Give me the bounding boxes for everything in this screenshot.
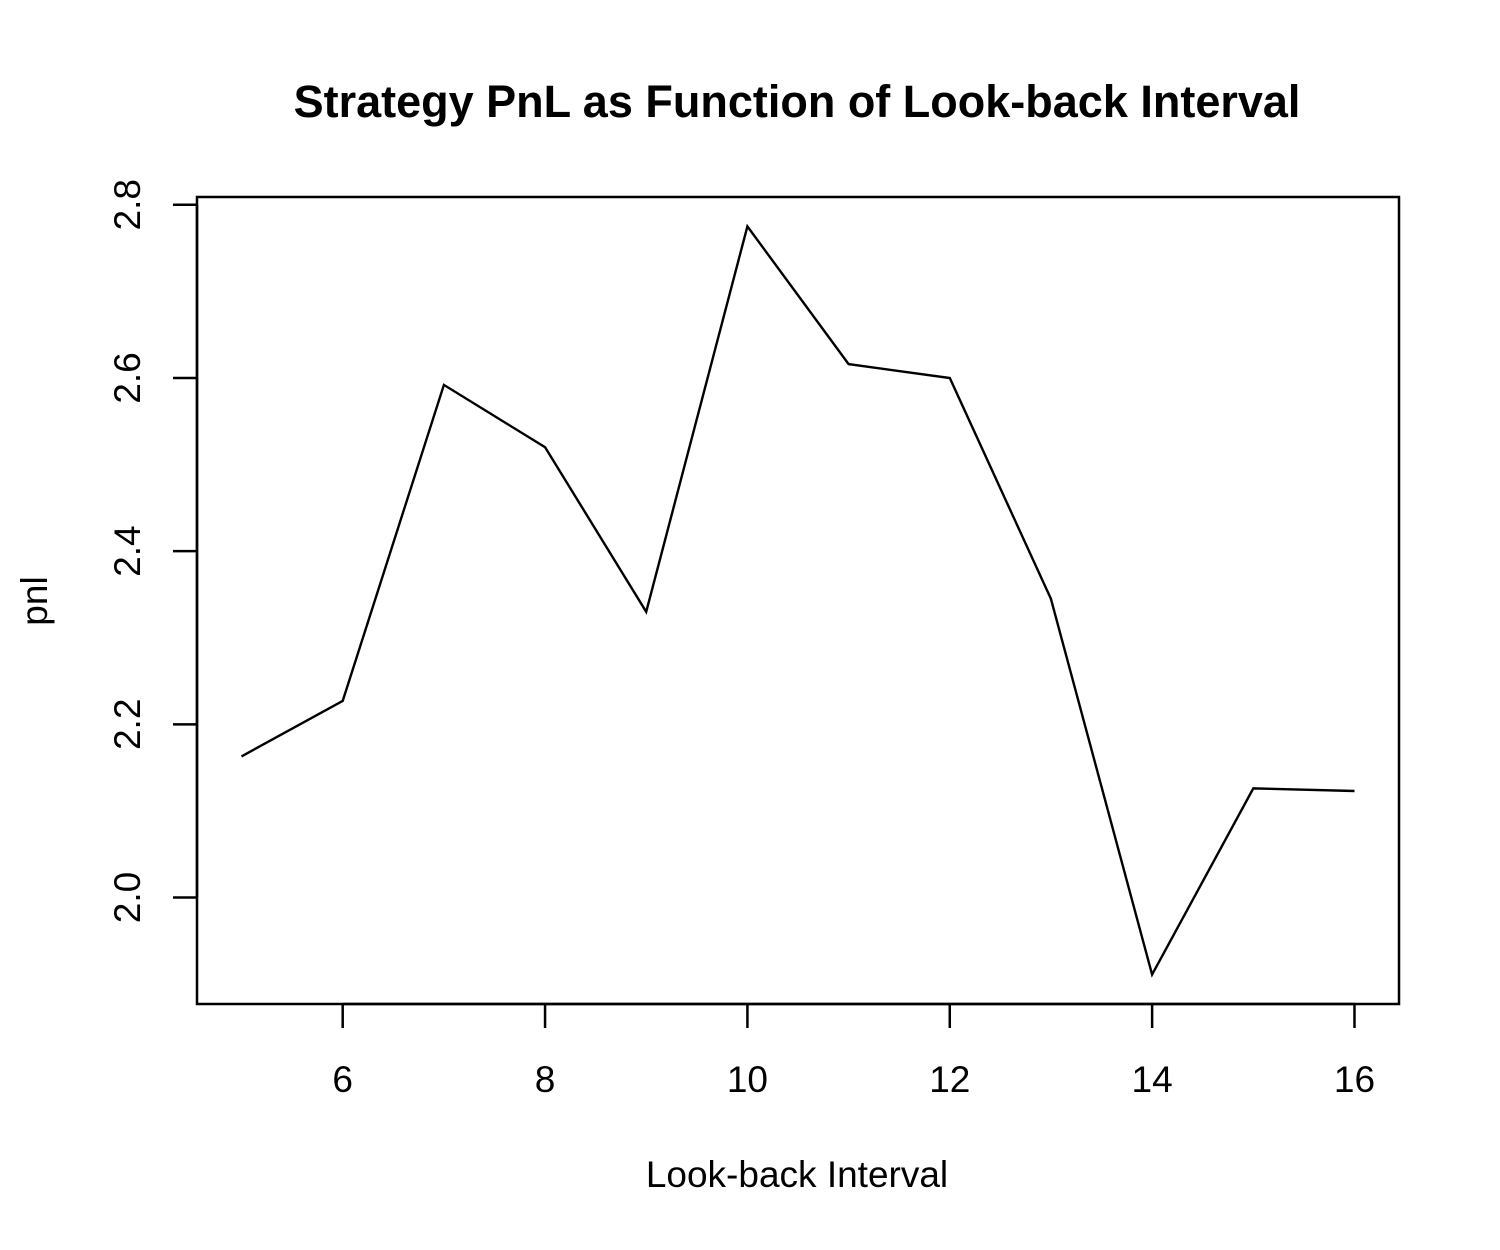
y-tick-label-2.0: 2.0: [107, 872, 148, 923]
series-line-0: [240, 223, 1355, 978]
x-tick-label-10: 10: [727, 1059, 768, 1100]
x-axis-label: Look-back Interval: [646, 1154, 948, 1195]
y-tick-label-2.4: 2.4: [107, 525, 148, 576]
x-tick-label-14: 14: [1132, 1059, 1173, 1100]
plot-frame: [195, 195, 1401, 1006]
x-tick-label-6: 6: [332, 1059, 353, 1100]
chart-title: Strategy PnL as Function of Look-back In…: [294, 76, 1301, 127]
y-tick-label-2.2: 2.2: [107, 699, 148, 750]
x-tick-label-8: 8: [535, 1059, 556, 1100]
y-tick-label-2.6: 2.6: [107, 352, 148, 403]
y-tick-label-2.8: 2.8: [107, 179, 148, 230]
x-tick-label-16: 16: [1334, 1059, 1375, 1100]
y-axis: 2.0 2.2 2.4 2.6 2.8: [107, 179, 199, 923]
y-axis-label: pnl: [14, 576, 55, 625]
x-axis: 6 8 10 12 14 16: [332, 1002, 1375, 1100]
x-tick-label-12: 12: [929, 1059, 970, 1100]
series-layer: [240, 223, 1355, 978]
